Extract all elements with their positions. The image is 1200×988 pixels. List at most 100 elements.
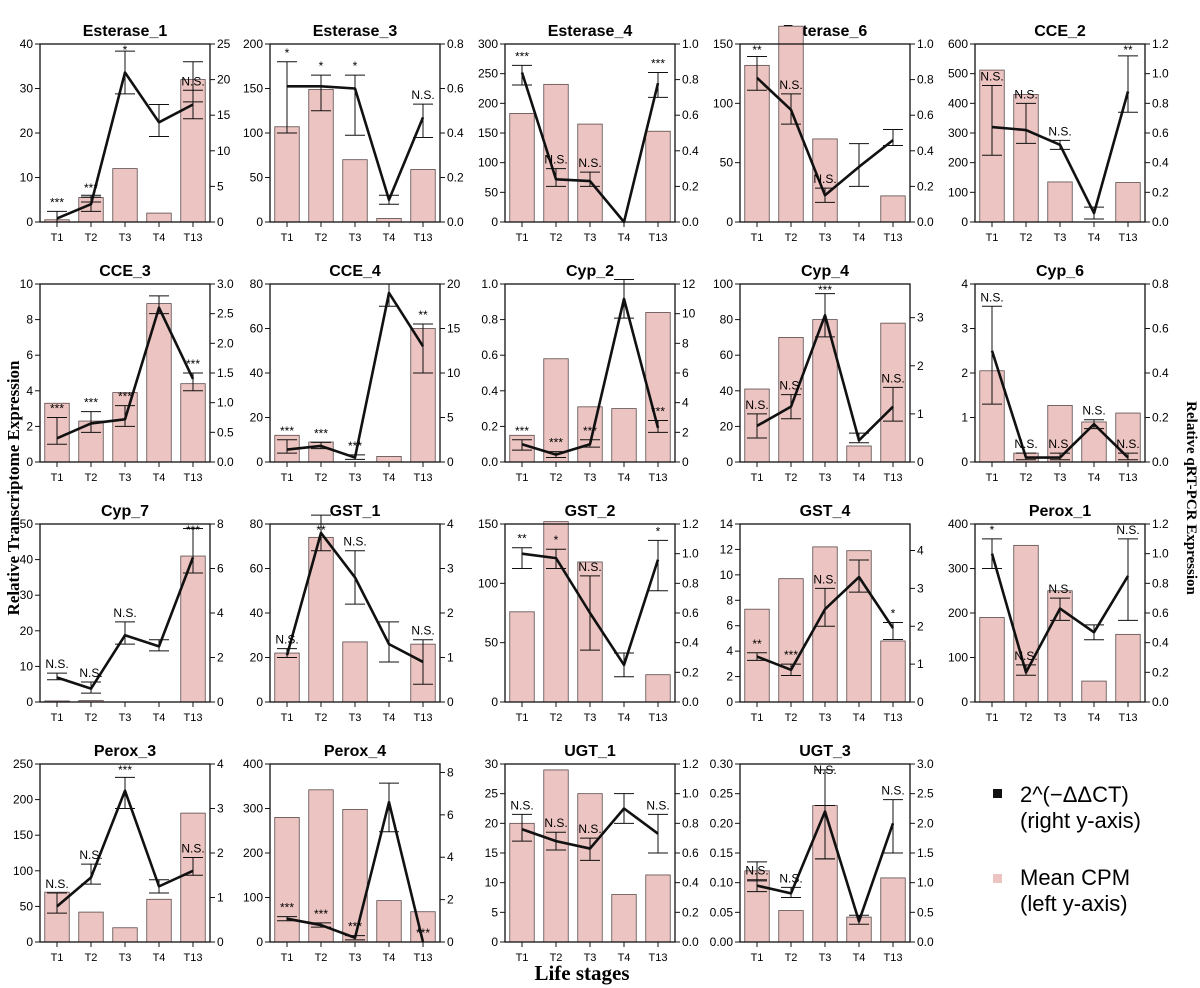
significance-label: N.S.	[1014, 437, 1037, 451]
left-tick-label: 60	[250, 322, 264, 336]
left-tick-label: 0	[256, 935, 263, 949]
x-tick-label: T4	[853, 232, 866, 244]
panel-title: UGT_1	[564, 743, 616, 760]
right-tick-label: 1	[917, 657, 924, 671]
significance-label: N.S.	[1014, 649, 1037, 663]
left-tick-label: 0	[726, 695, 733, 709]
left-tick-label: 25	[485, 787, 499, 801]
bar-T3	[342, 159, 368, 223]
left-tick-label: 4	[26, 384, 33, 398]
right-tick-label: 0.0	[917, 215, 934, 229]
right-tick-label: 1.0	[682, 547, 699, 561]
x-tick-label: T2	[315, 472, 328, 484]
panel-title: Cyp_2	[566, 263, 614, 280]
significance-label: N.S.	[646, 798, 669, 812]
left-tick-label: 600	[948, 37, 968, 51]
right-tick-label: 0.0	[1152, 695, 1169, 709]
x-tick-label: T4	[383, 712, 396, 724]
right-tick-label: 5	[447, 411, 454, 425]
panel-title: GST_4	[800, 503, 851, 520]
left-tick-label: 15	[485, 846, 499, 860]
x-tick-label: T3	[584, 712, 597, 724]
left-tick-label: 6	[26, 348, 33, 362]
right-tick-label: 0.6	[1152, 606, 1169, 620]
significance-label: **	[752, 43, 762, 57]
right-tick-label: 0.2	[917, 179, 934, 193]
x-tick-label: T1	[516, 232, 529, 244]
x-tick-label: T4	[383, 232, 396, 244]
x-tick-label: T3	[119, 232, 132, 244]
right-tick-label: 1.5	[917, 846, 934, 860]
left-tick-label: 20	[250, 411, 264, 425]
panel-title: Cyp_6	[1036, 263, 1084, 280]
right-tick-label: 0.2	[1152, 665, 1169, 679]
left-tick-label: 150	[713, 37, 733, 51]
legend-line-axis-note: (right y-axis)	[1020, 808, 1141, 833]
x-tick-label: T4	[618, 472, 631, 484]
significance-label: ***	[784, 648, 798, 662]
right-tick-label: 1	[217, 891, 224, 905]
panel-title: GST_2	[565, 503, 616, 520]
x-tick-label: T1	[751, 952, 764, 964]
left-tick-label: 150	[478, 517, 498, 531]
x-tick-label: T2	[785, 232, 798, 244]
left-tick-label: 150	[13, 828, 33, 842]
x-tick-label: T1	[51, 232, 64, 244]
x-tick-label: T2	[785, 712, 798, 724]
x-tick-label: T13	[1119, 472, 1138, 484]
left-tick-label: 250	[478, 67, 498, 81]
significance-label: N.S.	[980, 290, 1003, 304]
left-tick-label: 2	[26, 419, 33, 433]
significance-label: N.S.	[544, 153, 567, 167]
x-tick-label: T3	[119, 472, 132, 484]
bar-T2	[778, 578, 804, 703]
left-tick-label: 0	[26, 935, 33, 949]
bar-T13	[645, 674, 671, 703]
right-tick-label: 2	[447, 893, 454, 907]
right-tick-label: 2	[217, 651, 224, 665]
right-tick-label: 0.4	[447, 126, 464, 140]
significance-label: ***	[515, 49, 529, 63]
bar-T4	[146, 898, 172, 943]
right-tick-label: 0.8	[682, 576, 699, 590]
legend-line-swatch	[993, 789, 1002, 798]
x-tick-label: T1	[986, 232, 999, 244]
bar-T13	[1115, 633, 1141, 703]
left-tick-label: 400	[948, 517, 968, 531]
bar-T4	[376, 900, 402, 943]
right-tick-label: 6	[217, 562, 224, 576]
bar-T3	[112, 168, 138, 223]
left-tick-label: 200	[478, 96, 498, 110]
right-tick-label: 0.4	[682, 144, 699, 158]
significance-label: N.S.	[181, 841, 204, 855]
right-tick-label: 20	[447, 277, 461, 291]
significance-label: **	[752, 637, 762, 651]
left-tick-label: 0	[26, 455, 33, 469]
left-tick-label: 4	[961, 277, 968, 291]
significance-label: N.S.	[343, 535, 366, 549]
left-tick-label: 400	[243, 757, 263, 771]
right-tick-label: 0.2	[447, 171, 464, 185]
left-tick-label: 300	[243, 802, 263, 816]
x-tick-label: T3	[819, 712, 832, 724]
bar-T2	[543, 83, 569, 223]
bar-T3	[577, 793, 603, 943]
significance-label: N.S.	[779, 379, 802, 393]
right-tick-label: 1.0	[1152, 67, 1169, 81]
x-tick-label: T1	[281, 472, 294, 484]
x-tick-label: T3	[349, 232, 362, 244]
left-tick-label: 0	[961, 695, 968, 709]
x-tick-label: T1	[516, 952, 529, 964]
x-tick-label: T4	[383, 472, 396, 484]
significance-label: N.S.	[1116, 437, 1139, 451]
right-tick-label: 0	[217, 215, 224, 229]
x-tick-label: T1	[751, 232, 764, 244]
significance-label: N.S.	[181, 74, 204, 88]
left-tick-label: 0.6	[481, 348, 498, 362]
significance-label: *	[285, 46, 290, 60]
left-tick-label: 100	[243, 891, 263, 905]
x-tick-label: T13	[649, 472, 668, 484]
significance-label: **	[517, 532, 527, 546]
significance-label: ***	[515, 424, 529, 438]
